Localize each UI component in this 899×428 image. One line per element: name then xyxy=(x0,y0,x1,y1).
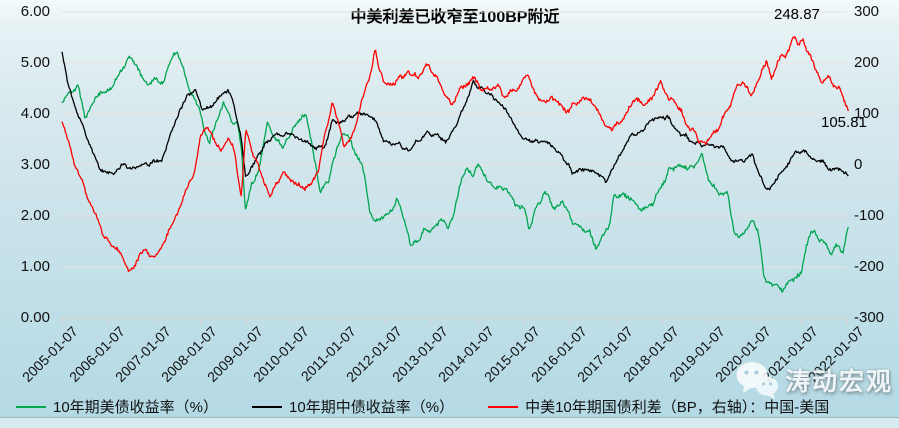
bottom-strip xyxy=(0,417,899,428)
right-axis-tick-label: 200 xyxy=(854,54,880,71)
right-axis-tick-label: 100 xyxy=(854,105,880,122)
legend-item-spread: 中美10年期国债利差（BP，右轴）：中国-美国 xyxy=(488,396,829,417)
legend-label-cn10y: 10年期中债收益率（%） xyxy=(289,399,455,416)
left-axis-tick-label: 6.00 xyxy=(20,3,50,20)
legend-item-us10y: 10年期美债收益率（%） xyxy=(16,396,218,417)
left-axis-tick-label: 2.00 xyxy=(20,207,50,224)
right-axis-tick-label: 300 xyxy=(854,3,880,20)
wechat-icon xyxy=(736,362,778,399)
annotation-last-value: 105.81 xyxy=(821,114,867,131)
legend-line-spread xyxy=(488,405,519,408)
legend-label-us10y: 10年期美债收益率（%） xyxy=(53,399,219,416)
right-axis-tick-label: -300 xyxy=(854,309,885,326)
left-axis-tick-label: 3.00 xyxy=(20,156,50,173)
watermark-text: 涛动宏观 xyxy=(784,368,893,396)
left-axis-tick-label: 1.00 xyxy=(20,258,50,275)
series-line-0 xyxy=(61,51,849,293)
annotation-peak-value: 248.87 xyxy=(774,6,820,23)
chart-title: 中美利差已收窄至100BP附近 xyxy=(350,9,560,26)
legend-item-cn10y: 10年期中债收益率（%） xyxy=(252,396,454,417)
right-axis-tick-label: -100 xyxy=(854,207,885,224)
legend-line-cn10y xyxy=(252,405,283,408)
watermark: 涛动宏观 xyxy=(735,360,893,400)
right-axis-tick-label: 0 xyxy=(854,156,863,173)
right-axis-tick-label: -200 xyxy=(854,258,885,275)
legend: 10年期美债收益率（%） 10年期中债收益率（%） 中美10年期国债利差（BP，… xyxy=(16,396,886,417)
legend-line-us10y xyxy=(16,405,46,408)
left-axis-tick-label: 0.00 xyxy=(20,309,50,326)
legend-label-spread: 中美10年期国债利差（BP，右轴）：中国-美国 xyxy=(525,399,830,416)
left-axis-tick-label: 4.00 xyxy=(20,105,50,122)
series-line-1 xyxy=(61,51,849,191)
series-line-2 xyxy=(61,36,849,273)
left-axis-tick-label: 5.00 xyxy=(20,54,50,71)
